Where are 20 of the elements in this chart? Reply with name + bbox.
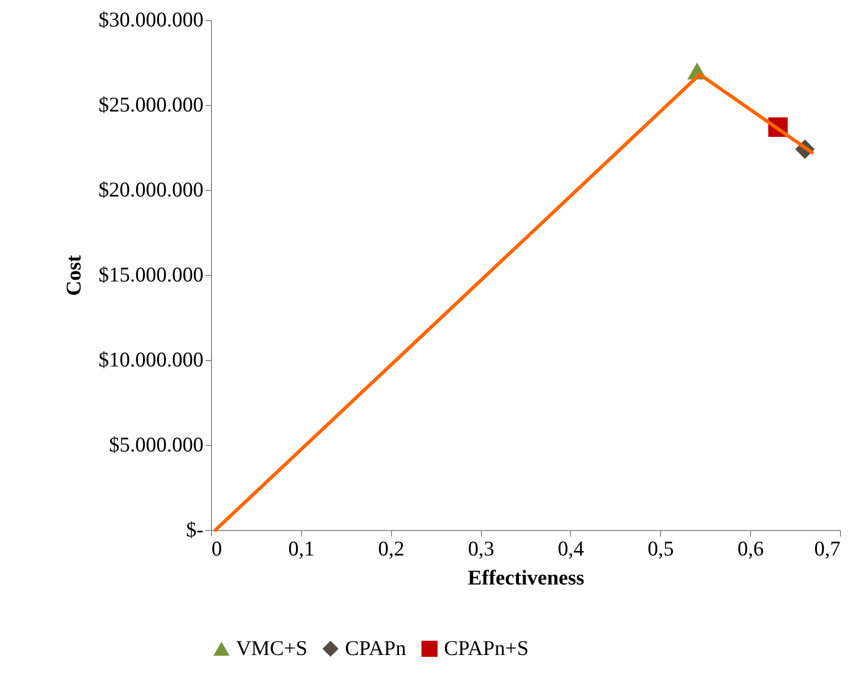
x-tick-label: 0,3 — [468, 536, 494, 560]
y-tick-label: $15.000.000 — [98, 262, 204, 286]
y-tick-label: $30.000.000 — [98, 8, 204, 32]
y-tick-label: $- — [186, 518, 204, 542]
x-tick-label: 0,1 — [288, 536, 314, 560]
y-tick-label: $25.000.000 — [98, 92, 204, 116]
x-axis-title: Effectiveness — [468, 566, 584, 590]
legend-label: VMC+S — [236, 636, 308, 660]
x-tick-label: 0,2 — [378, 536, 404, 560]
x-tick-label: 0 — [212, 536, 222, 560]
y-tick-label: $20.000.000 — [98, 178, 204, 202]
y-axis-title: Cost — [62, 255, 86, 296]
x-tick-label: 0,4 — [558, 536, 585, 560]
legend-label: CPAPn+S — [444, 636, 529, 660]
x-tick-label: 0,5 — [648, 536, 674, 560]
legend-label: CPAPn — [345, 636, 407, 660]
x-tick-label: 0,7 — [814, 536, 840, 560]
y-tick-label: $10.000.000 — [98, 348, 204, 372]
x-tick-label: 0,6 — [738, 536, 764, 560]
y-tick-label: $5.000.000 — [109, 432, 204, 456]
